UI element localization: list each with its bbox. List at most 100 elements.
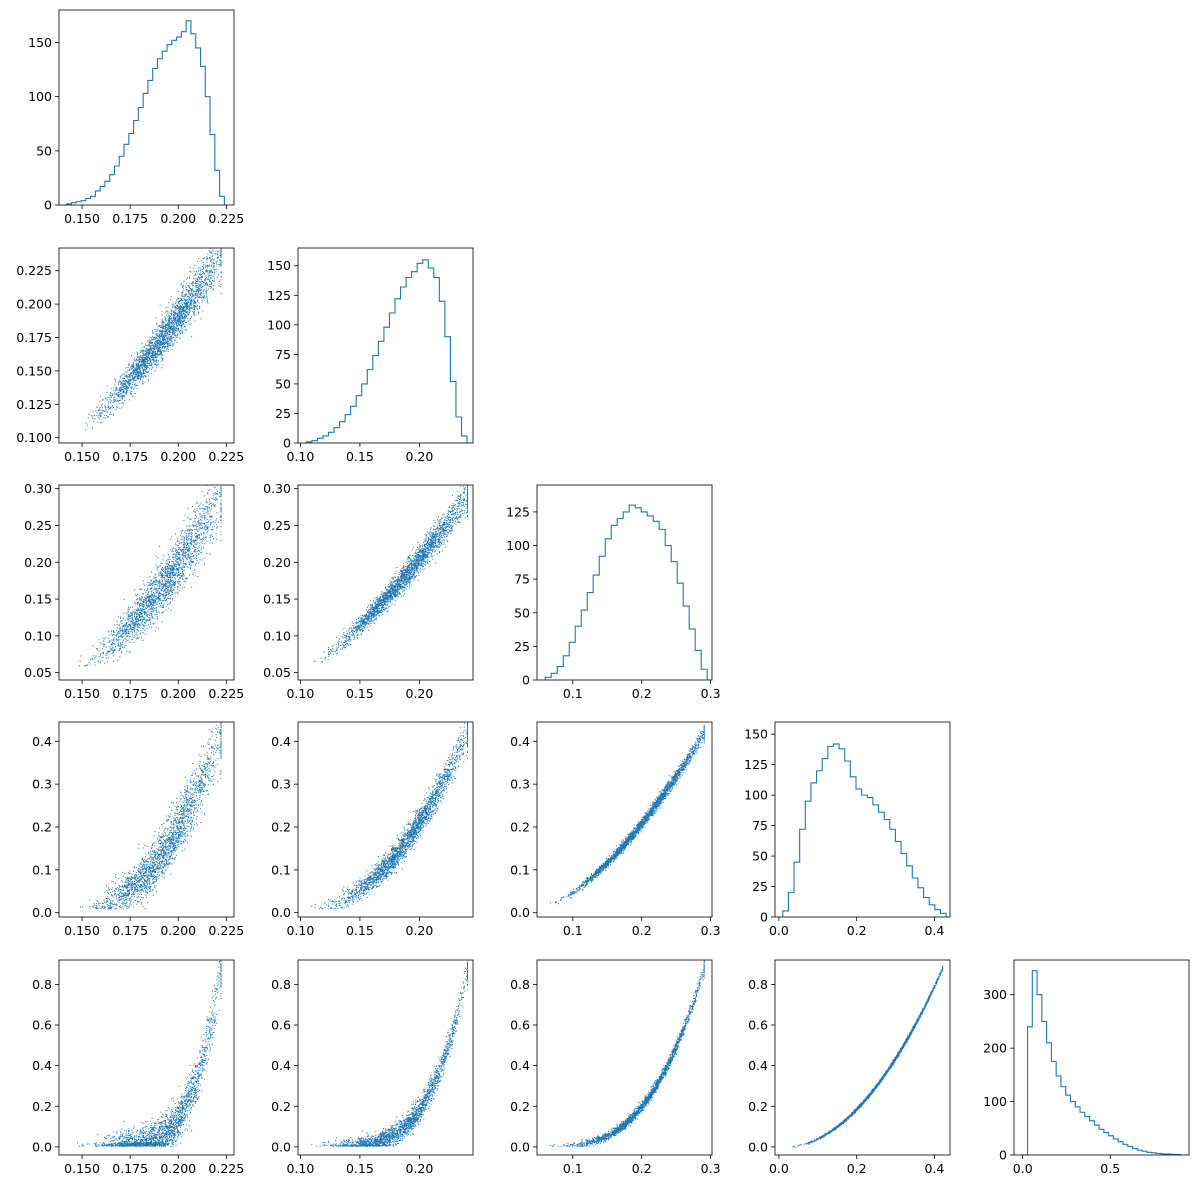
y-tick-label: 0.0 (510, 905, 530, 920)
x-tick-label: 0.15 (346, 686, 374, 701)
y-tick-label: 0.0 (510, 1139, 530, 1154)
x-tick-label: 0.1 (563, 1161, 583, 1176)
axes-frame (297, 484, 474, 681)
scatter-points (550, 724, 705, 905)
axes-frame (58, 484, 235, 681)
x-tick-label: 0.175 (112, 686, 148, 701)
x-tick-label: 0.2 (847, 923, 867, 938)
y-tick-label: 0.10 (24, 628, 52, 643)
y-tick-label: 0.2 (510, 1099, 530, 1114)
x-tick-label: 0.10 (286, 1161, 314, 1176)
axes-frame (774, 959, 951, 1156)
y-tick-label: 0.0 (271, 905, 291, 920)
y-tick-label: 0.2 (271, 820, 291, 835)
x-tick-label: 0.3 (701, 686, 721, 701)
x-tick-label: 0.1 (563, 686, 583, 701)
y-tick-label: 0.0 (32, 905, 52, 920)
y-tick-label: 125 (267, 288, 291, 303)
x-tick-label: 0.20 (406, 1161, 434, 1176)
y-tick-label: 0.150 (16, 363, 52, 378)
x-tick-label: 0.4 (924, 1161, 944, 1176)
scatter-points (85, 248, 222, 431)
x-tick-label: 0.2 (632, 686, 652, 701)
y-tick-label: 0.30 (263, 481, 291, 496)
y-tick-label: 0.3 (271, 777, 291, 792)
y-tick-label: 0 (522, 673, 530, 688)
y-tick-label: 75 (514, 572, 530, 587)
y-tick-label: 0.2 (510, 820, 530, 835)
y-tick-label: 100 (506, 538, 530, 553)
x-tick-label: 0.225 (208, 211, 244, 226)
x-tick-label: 0.3 (701, 923, 721, 938)
y-tick-label: 0.4 (510, 734, 530, 749)
y-tick-label: 50 (752, 849, 768, 864)
y-tick-label: 100 (267, 317, 291, 332)
x-tick-label: 0.175 (112, 211, 148, 226)
x-tick-label: 0.5 (1100, 1161, 1120, 1176)
x-tick-label: 0.1 (563, 923, 583, 938)
y-tick-label: 25 (275, 406, 291, 421)
y-tick-label: 0.4 (748, 1058, 768, 1073)
x-tick-label: 0.225 (208, 449, 244, 464)
y-tick-label: 0.2 (32, 1099, 52, 1114)
subplot-r0-c0: 0.150 0.175 0.200 0.225 0 50 100 150 (28, 9, 244, 226)
axes-frame (536, 484, 713, 681)
x-tick-label: 0.175 (112, 449, 148, 464)
y-tick-label: 0 (760, 910, 768, 925)
x-tick-label: 0.0 (769, 1161, 789, 1176)
y-tick-label: 200 (983, 1041, 1007, 1056)
y-tick-label: 0 (283, 436, 291, 451)
y-tick-label: 0.1 (510, 862, 530, 877)
y-tick-label: 0.225 (16, 263, 52, 278)
histogram-step-line (66, 20, 225, 205)
y-tick-label: 0.4 (32, 734, 52, 749)
y-tick-label: 0.0 (32, 1139, 52, 1154)
y-tick-label: 0.3 (32, 777, 52, 792)
subplot-r3-c2: 0.1 0.2 0.3 0.0 0.1 0.2 0.3 0.4 (510, 721, 721, 938)
scatter-points (78, 485, 222, 667)
y-tick-label: 150 (267, 258, 291, 273)
y-tick-label: 0.8 (32, 977, 52, 992)
x-tick-label: 0.150 (64, 211, 100, 226)
subplot-r4-c3: 0.0 0.2 0.4 0.0 0.2 0.4 0.6 0.8 (748, 959, 951, 1176)
subplot-r2-c0: 0.150 0.175 0.200 0.225 0.05 0.10 0.15 0.20 0.25… (24, 481, 244, 701)
y-tick-label: 0 (999, 1148, 1007, 1163)
x-tick-label: 0.225 (208, 686, 244, 701)
y-tick-label: 0.2 (748, 1099, 768, 1114)
scatter-points (792, 965, 944, 1148)
x-tick-label: 0.2 (632, 1161, 652, 1176)
x-tick-label: 0.2 (632, 923, 652, 938)
x-tick-label: 0.200 (160, 923, 196, 938)
y-tick-label: 50 (275, 376, 291, 391)
y-tick-label: 125 (744, 757, 768, 772)
x-tick-label: 0.150 (64, 1161, 100, 1176)
axes-frame (58, 721, 235, 918)
x-tick-label: 0.20 (406, 449, 434, 464)
y-tick-label: 0.3 (510, 777, 530, 792)
x-tick-label: 0.200 (160, 449, 196, 464)
x-tick-label: 0.15 (346, 1161, 374, 1176)
y-tick-label: 0.4 (32, 1058, 52, 1073)
subplot-r4-c2: 0.1 0.2 0.3 0.0 0.2 0.4 0.6 0.8 (510, 959, 721, 1176)
y-tick-label: 75 (752, 818, 768, 833)
x-tick-label: 0.225 (208, 1161, 244, 1176)
y-tick-label: 0.1 (271, 862, 291, 877)
y-tick-label: 0.10 (263, 628, 291, 643)
scatter-points (550, 960, 705, 1147)
y-tick-label: 150 (28, 35, 52, 50)
scatter-points (80, 722, 222, 910)
y-tick-label: 0.25 (24, 518, 52, 533)
axes-frame (58, 9, 235, 206)
axes-frame (536, 721, 713, 918)
subplot-r2-c2: 0.1 0.2 0.3 0 25 50 75 100 125 (506, 484, 721, 701)
subplot-r1-c1: 0.10 0.15 0.20 0 25 50 75 100 125 150 (267, 247, 474, 464)
x-tick-label: 0.10 (286, 449, 314, 464)
y-tick-label: 0.6 (510, 1018, 530, 1033)
axes-frame (297, 247, 474, 444)
x-tick-label: 0.225 (208, 923, 244, 938)
x-tick-label: 0.15 (346, 923, 374, 938)
x-tick-label: 0.10 (286, 923, 314, 938)
y-tick-label: 0.0 (271, 1139, 291, 1154)
x-tick-label: 0.0 (769, 923, 789, 938)
